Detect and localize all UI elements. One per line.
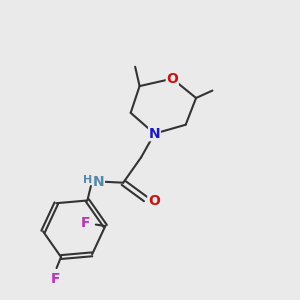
Text: H: H bbox=[83, 175, 92, 185]
Text: N: N bbox=[148, 127, 160, 141]
Text: F: F bbox=[50, 272, 60, 286]
Text: O: O bbox=[148, 194, 160, 208]
Text: N: N bbox=[93, 175, 104, 189]
Text: F: F bbox=[81, 216, 91, 230]
Text: O: O bbox=[167, 72, 178, 86]
